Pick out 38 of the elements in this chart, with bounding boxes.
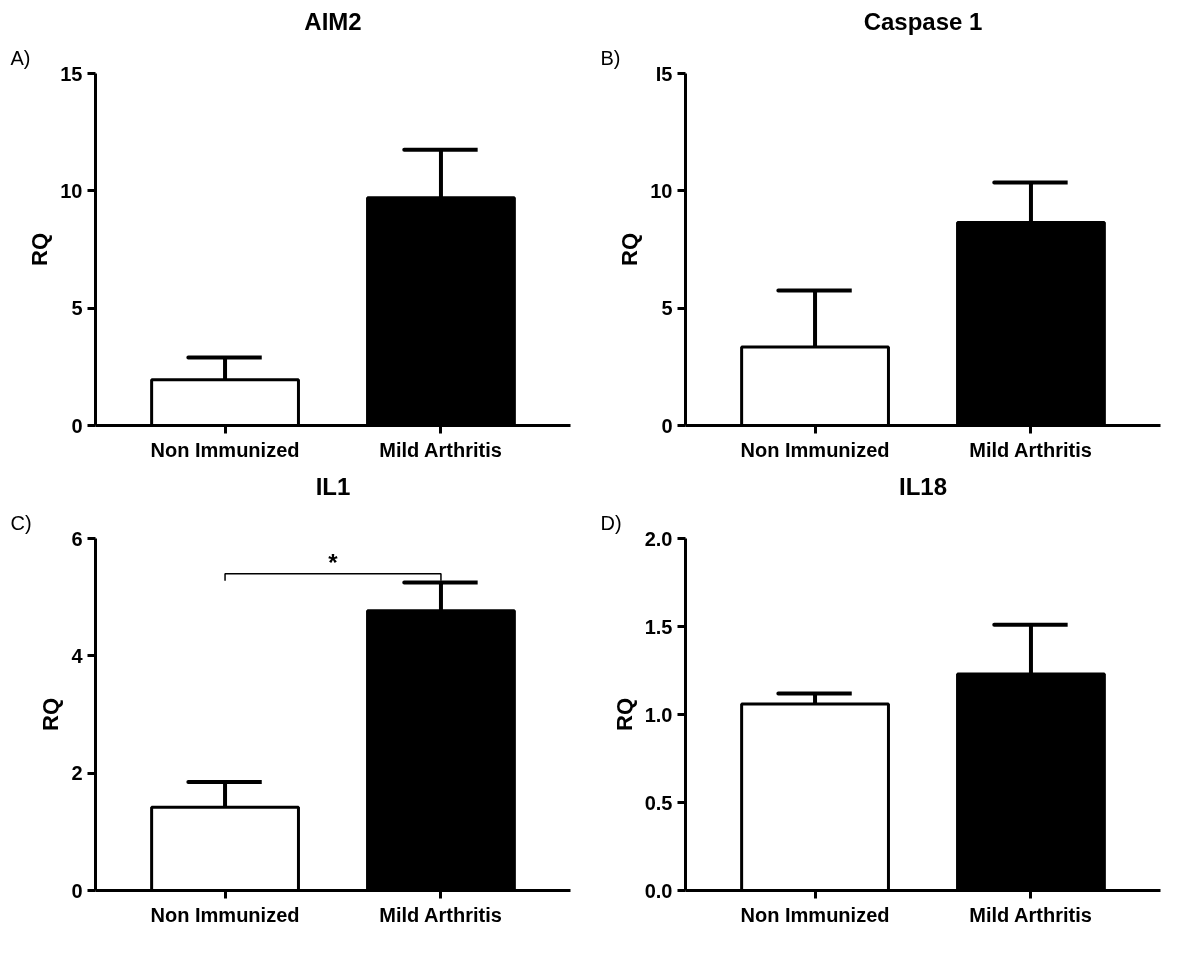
- y-tick-label: 10: [650, 179, 673, 202]
- x-tick-label: Non Immunized: [740, 903, 890, 926]
- y-axis-title: RQ: [617, 233, 643, 266]
- x-tick-label: Mild Arthritis: [969, 903, 1092, 926]
- y-tick-label: 5: [71, 297, 83, 320]
- x-tick-label: Mild Arthritis: [379, 903, 502, 926]
- y-tick-label: 0.5: [644, 791, 673, 814]
- x-tick-label: Non Immunized: [150, 903, 300, 926]
- chart-title: IL1: [315, 472, 351, 500]
- y-tick-label: 0: [71, 879, 83, 902]
- y-axis-title: RQ: [27, 233, 53, 266]
- y-axis-title: RQ: [38, 698, 64, 731]
- x-tick-label: Non Immunized: [740, 438, 890, 461]
- y-tick-label: 2.0: [644, 527, 673, 550]
- x-tick-label: Mild Arthritis: [969, 438, 1092, 461]
- y-tick-label: 2: [71, 762, 83, 785]
- y-tick-label: 10: [60, 179, 83, 202]
- y-tick-label: 6: [71, 527, 83, 550]
- annotation: *: [328, 548, 339, 576]
- y-axis-title: RQ: [611, 698, 637, 731]
- y-tick-label: 0: [71, 414, 83, 437]
- y-tick-label: I5: [655, 62, 673, 85]
- chart-title: IL18: [898, 472, 948, 500]
- x-tick-label: Non Immunized: [150, 438, 300, 461]
- x-tick-label: Mild Arthritis: [379, 438, 502, 461]
- chart-title: AIM2: [304, 7, 362, 35]
- y-tick-label: 5: [661, 297, 673, 320]
- y-tick-label: 0: [661, 414, 673, 437]
- chart-title: Caspase 1: [863, 7, 983, 35]
- y-tick-label: 1.0: [644, 703, 673, 726]
- text: A): [10, 46, 31, 69]
- text: C): [10, 511, 32, 534]
- text: D): [600, 511, 622, 534]
- y-tick-label: 15: [60, 62, 83, 85]
- y-tick-label: 4: [71, 644, 84, 667]
- text: B): [600, 46, 621, 69]
- y-tick-label: 0.0: [644, 879, 673, 902]
- y-tick-label: 1.5: [644, 615, 673, 638]
